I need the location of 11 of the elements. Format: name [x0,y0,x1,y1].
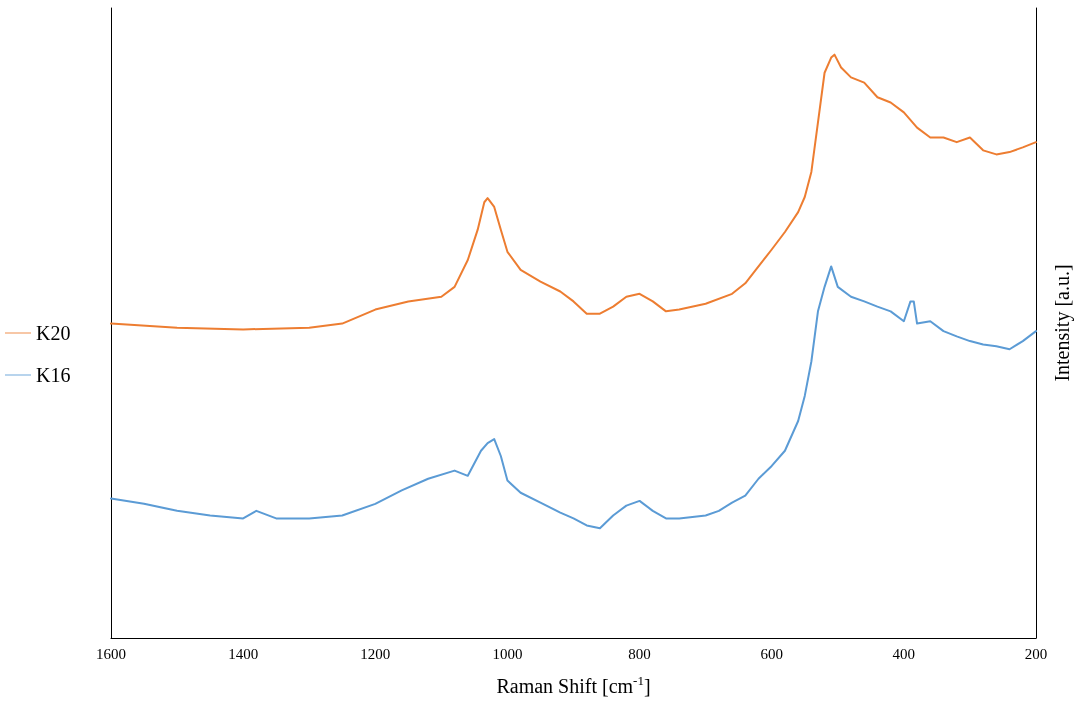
x-tick-label: 600 [760,645,783,662]
x-tick-label: 1600 [96,645,126,662]
x-tick-label: 1000 [492,645,523,662]
x-tick-label: 1200 [360,645,391,662]
y-axis-title: Intensity [a.u.] [1051,264,1074,382]
x-tick-label: 200 [1024,645,1048,662]
legend-label: K20 [36,322,71,344]
x-tick-label: 400 [892,645,916,662]
x-tick-label: 1400 [228,645,259,662]
legend-label: K16 [36,364,71,386]
x-tick-label: 800 [628,645,651,662]
